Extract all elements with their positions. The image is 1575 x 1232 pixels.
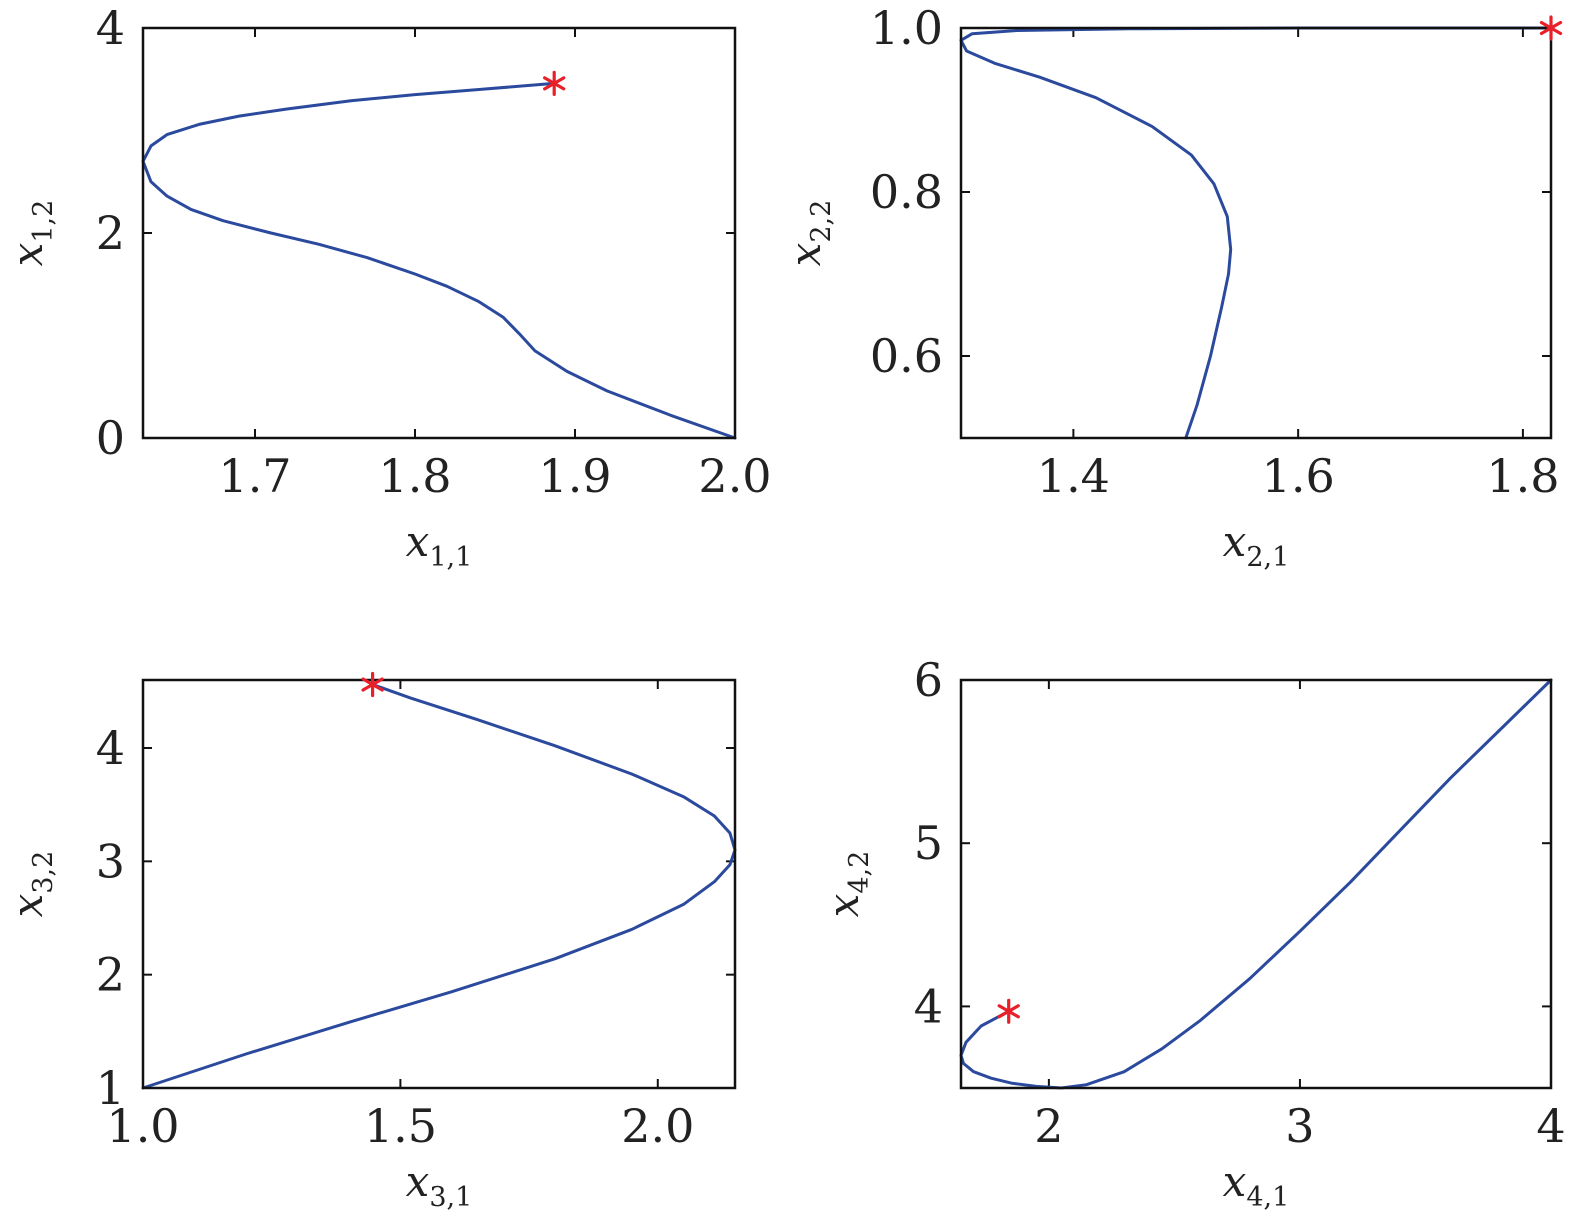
x-tick-label: 2.0 [621,1099,694,1153]
x-tick-label: 1.4 [1037,449,1110,503]
plot-panel-3: 1.0 1.5 2.0 1 2 3 4 x3,1 x3,2 [3,671,737,1213]
x-tick-label: 1.5 [364,1099,437,1153]
plot-panel-4: 2 3 4 4 5 6 x4,1 x4,2 [819,653,1566,1213]
trajectory-line [141,81,737,440]
y-tick-label: 4 [96,721,125,775]
plot-panel-1: 1.7 1.8 1.9 2.0 0 2 4 x1,1 x1,2 [3,1,772,573]
endpoint-marker [1539,15,1563,41]
axes-frame [141,678,737,1090]
y-tick-label: 2 [96,948,125,1002]
axes-frame [141,26,737,440]
x-tick-label: 2 [1034,1099,1063,1153]
y-tick-label: 1 [96,1061,125,1115]
x-axis-label: x4,1 [1223,1157,1290,1213]
x-axis-label: x1,1 [406,517,473,573]
y-axis-label: x3,2 [3,851,59,918]
y-tick-label: 0.8 [870,165,943,219]
axes-frame [959,26,1553,440]
y-axis-label: x4,2 [819,851,875,918]
x-axis-label: x2,1 [1223,517,1290,573]
y-tick-label: 4 [914,979,943,1033]
x-tick-label: 3 [1285,1099,1314,1153]
y-tick-label: 0 [96,411,125,465]
trajectory-line [959,26,1553,440]
y-tick-label: 4 [96,1,125,55]
y-tick-label: 0.6 [870,329,943,383]
y-tick-label: 1.0 [870,1,943,55]
endpoint-marker [361,671,384,698]
x-tick-label: 1.8 [378,449,451,503]
y-tick-label: 3 [96,834,125,888]
trajectory-line [959,678,1553,1090]
x-tick-label: 1.8 [1486,449,1559,503]
y-axis-label: x2,2 [781,200,837,267]
y-tick-label: 2 [96,206,125,260]
endpoint-marker [543,70,566,96]
x-tick-label: 1.0 [106,1099,179,1153]
trajectory-line [141,683,737,1090]
x-tick-label: 4 [1536,1099,1565,1153]
x-tick-label: 1.9 [538,449,611,503]
x-axis-label: x3,1 [406,1157,473,1213]
x-tick-label: 1.6 [1262,449,1335,503]
y-tick-label: 6 [914,653,943,707]
x-tick-label: 1.7 [218,449,291,503]
plot-panel-2: 1.4 1.6 1.8 0.6 0.8 1.0 x2,1 x2,2 [781,1,1563,573]
y-axis-label: x1,2 [3,200,59,267]
x-tick-label: 2.0 [698,449,771,503]
endpoint-marker [997,998,1020,1024]
axes-frame [959,678,1553,1090]
y-tick-label: 5 [914,816,943,870]
